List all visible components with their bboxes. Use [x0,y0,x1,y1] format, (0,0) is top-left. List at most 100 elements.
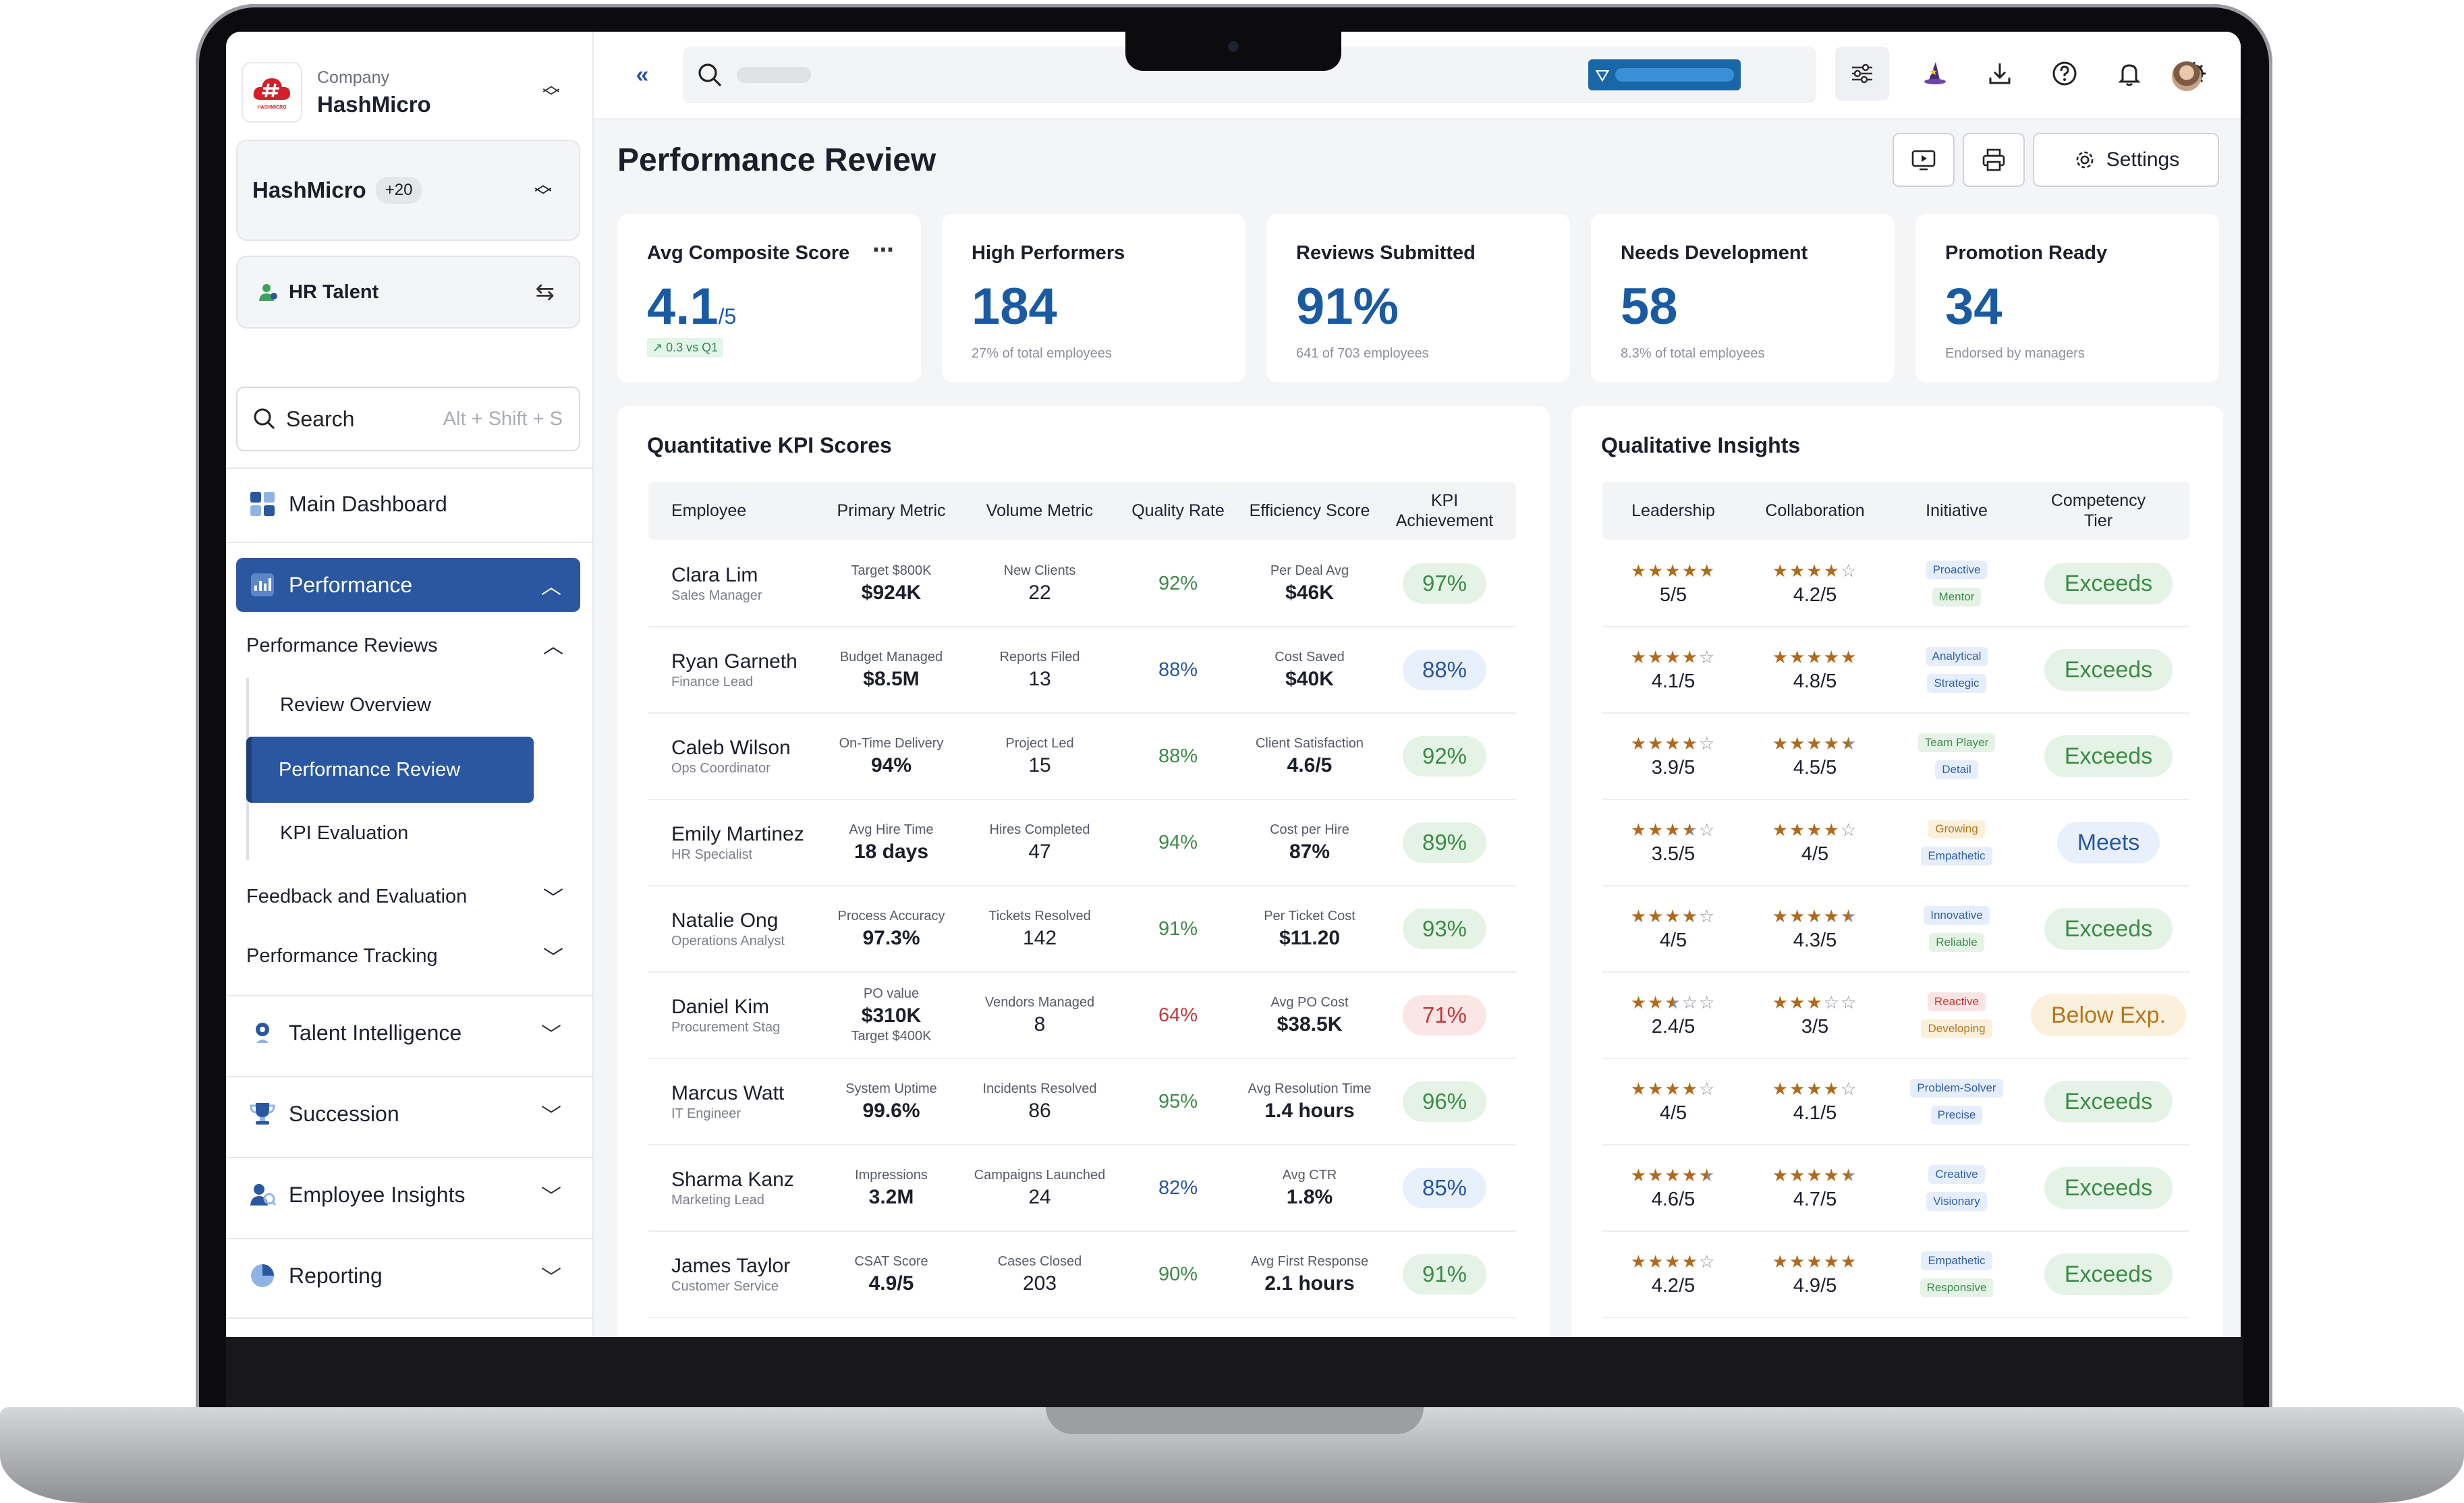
notifications-button[interactable] [2102,47,2156,101]
star-empty-icon: ☆ [1698,906,1716,926]
sidebar-item-performance-review[interactable]: Performance Review [246,737,534,803]
column-header[interactable]: Initiative [1926,501,1988,520]
sidebar-item-performance[interactable]: Performance ︿ [236,558,580,612]
table-row[interactable]: Ryan Garneth Finance Lead Budget Managed… [648,627,1516,714]
star-full-icon: ★ [1806,561,1824,581]
company-logo: HASHMICRO [242,62,302,123]
help-button[interactable] [2038,47,2092,101]
column-header[interactable]: Leadership [1631,501,1715,520]
collapse-sidebar-icon[interactable]: « [636,61,649,88]
star-full-icon: ★ [1630,1079,1648,1099]
star-full-icon: ★ [1648,647,1665,667]
achievement-badge: 71% [1403,995,1486,1036]
collaboration-cell: ★★★★☆ 4/5 [1744,800,1886,885]
table-row[interactable]: ★★★★☆ 4/5 ★★★★★ 4.3/5 Innovative Reliabl… [1602,886,2189,973]
star-full-icon: ★ [1664,1251,1682,1272]
swap-icon[interactable]: ⇆ [535,279,555,305]
table-row[interactable]: Caleb Wilson Ops Coordinator On-Time Del… [648,714,1516,800]
table-row[interactable]: James Taylor Customer Service CSAT Score… [648,1232,1516,1318]
download-button[interactable] [1973,47,2027,101]
ai-wizard-button[interactable] [1908,47,1962,101]
summary-card[interactable]: High Performers 184 27% of total employee… [942,214,1245,382]
filter-chip[interactable]: ⛛ [1588,59,1741,90]
employee-role: Finance Lead [671,674,754,689]
company-switcher[interactable]: HASHMICRO Company HashMicro ︿ ﹀ [236,52,587,133]
table-row[interactable]: ★★★★☆ 3.5/5 ★★★★☆ 4/5 Growing Empathetic… [1602,800,2189,886]
table-row[interactable]: ★★★★☆ 4.1/5 ★★★★★ 4.8/5 Analytical Strat… [1602,627,2189,714]
efficiency-cell: Client Satisfaction 4.6/5 [1242,714,1377,799]
more-options-icon[interactable]: ⋯ [872,237,894,262]
star-full-icon: ★ [1698,561,1716,581]
table-row[interactable]: Sharma Kanz Marketing Lead Impressions 3… [648,1145,1516,1232]
star-empty-icon: ☆ [1681,992,1699,1013]
table-row[interactable]: ★★★★★ 4.6/5 ★★★★★ 4.7/5 Creative Visiona… [1602,1145,2189,1232]
metric-value: 4.9/5 [868,1272,914,1295]
sidebar-item-performance-reviews[interactable]: Performance Reviews [246,635,438,656]
employee-cell: Daniel Kim Procurement Stag [648,973,817,1058]
sidebar-item-feedback[interactable]: Feedback and Evaluation [246,886,468,907]
settings-page-button[interactable]: Settings [2033,133,2219,187]
column-header[interactable]: Competency Tier [2050,491,2146,530]
workspace-switcher[interactable]: HashMicro +20 ︿ ﹀ [236,140,580,241]
sidebar-item-succession[interactable]: Succession ﹀ [236,1087,580,1141]
print-button[interactable] [1963,133,2025,187]
sidebar-item-kpi-evaluation[interactable]: KPI Evaluation [280,822,409,844]
summary-card[interactable]: Promotion Ready 34 Endorsed by managers [1915,214,2219,382]
star-empty-icon: ☆ [1698,1079,1716,1099]
sidebar-search[interactable]: Search Alt + Shift + S [236,387,580,451]
summary-card[interactable]: Needs Development 58 8.3% of total employ… [1591,214,1895,382]
sidebar-item-label: Main Dashboard [289,491,447,516]
metric-label: Hires Completed [989,822,1090,837]
table-row[interactable]: Emily Martinez HR Specialist Avg Hire Ti… [648,800,1516,886]
sidebar-item-reporting[interactable]: Reporting ﹀ [236,1249,580,1303]
present-button[interactable] [1893,133,1955,187]
summary-card[interactable]: Reviews Submitted 91% 641 of 703 employee… [1266,214,1570,382]
sidebar-item-talent-intelligence[interactable]: Talent Intelligence ﹀ [236,1006,580,1060]
metric-label: On-Time Delivery [839,735,944,751]
trait-tag: Creative [1928,1165,1985,1184]
metric-label: Cost Saved [1275,649,1345,664]
module-switcher[interactable]: HR Talent ⇆ [236,256,580,329]
table-row[interactable]: ★★★★☆ 4.2/5 ★★★★★ 4.9/5 Empathetic Respo… [1602,1232,2189,1318]
table-row[interactable]: ★★★★☆ 4/5 ★★★★☆ 4.1/5 Problem-Solver Pre… [1602,1059,2189,1145]
rating-value: 4.3/5 [1793,930,1837,951]
adjust-filters-button[interactable] [1835,47,1889,101]
summary-card[interactable]: Avg Composite Score 4.1/5 ↗ 0.3 vs Q1 ⋯ [617,214,921,382]
employee-cell: Emily Martinez HR Specialist [648,800,817,885]
collaboration-rating: ★★★★★ [1772,906,1858,927]
achievement-cell: 88% [1403,627,1486,712]
column-header[interactable]: Volume Metric [986,501,1094,520]
table-row[interactable]: Natalie Ong Operations Analyst Process A… [648,886,1516,973]
column-header[interactable]: Quality Rate [1131,501,1225,520]
sidebar-item-employee-insights[interactable]: Employee Insights ﹀ [236,1168,580,1222]
volume-metric-cell: New Clients 22 [965,541,1114,626]
tier-cell: Exceeds [2027,541,2189,626]
column-header[interactable]: Collaboration [1765,501,1865,520]
user-avatar[interactable] [2172,61,2202,91]
column-header[interactable]: Primary Metric [837,501,946,520]
metric-label: Client Satisfaction [1255,735,1364,751]
initiative-cell: Analytical Strategic [1886,627,2027,712]
tier-cell: Exceeds [2027,714,2189,799]
star-full-icon: ★ [1789,1079,1807,1099]
table-row[interactable]: Marcus Watt IT Engineer System Uptime 99… [648,1059,1516,1145]
sidebar-item-review-overview[interactable]: Review Overview [280,694,431,716]
column-header[interactable]: Efficiency Score [1249,501,1370,520]
sidebar-item-main-dashboard[interactable]: Main Dashboard [236,477,580,531]
leadership-rating: ★★★★★ [1631,1165,1716,1186]
table-row[interactable]: Daniel Kim Procurement Stag PO value $31… [648,973,1516,1059]
sidebar-item-performance-tracking[interactable]: Performance Tracking [246,945,438,967]
table-row[interactable]: Clara Lim Sales Manager Target $800K $92… [648,541,1516,627]
employee-name: Ryan Garneth [671,650,797,673]
table-row[interactable]: ★★★★☆ 3.9/5 ★★★★★ 4.5/5 Team Player Deta… [1602,714,2189,800]
table-row[interactable]: ★★★☆☆ 2.4/5 ★★★☆☆ 3/5 Reactive Developin… [1602,973,2189,1059]
primary-metric-cell: PO value $310K Target $400K [817,973,965,1058]
chevron-updown-icon: ︿ ﹀ [542,75,560,107]
column-header[interactable]: KPI Achievement [1395,491,1494,530]
column-header[interactable]: Employee [671,501,747,520]
volume-metric-cell: Campaigns Launched 24 [965,1145,1114,1230]
chevron-down-icon: ﹀ [541,1186,561,1208]
employee-role: Ops Coordinator [671,760,771,776]
table-row[interactable]: ★★★★★ 5/5 ★★★★☆ 4.2/5 Proactive Mentor E… [1602,541,2189,627]
achievement-badge: 96% [1403,1081,1486,1122]
